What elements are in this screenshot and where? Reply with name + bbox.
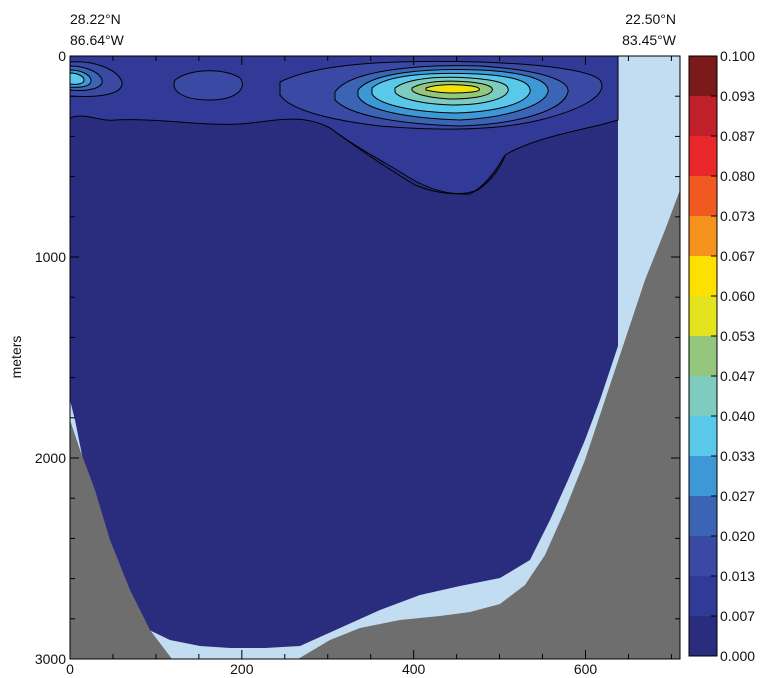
right-endpoint-lat: 22.50°N (625, 11, 676, 27)
colorbar-label: 0.100 (720, 48, 755, 64)
colorbar-label: 0.000 (720, 648, 755, 664)
y-tick-label: 0 (58, 48, 66, 64)
left-endpoint-lat: 28.22°N (70, 11, 121, 27)
left-endpoint-lon: 86.64°W (70, 32, 125, 48)
contour-band-0.033-edge (70, 72, 85, 85)
colorbar-label: 0.040 (720, 408, 755, 424)
colorbar-label: 0.007 (720, 608, 755, 624)
colorbar-swatch (689, 336, 717, 377)
colorbar-frame (688, 55, 718, 657)
colorbar-swatch (689, 216, 717, 257)
x-axis: 0 200 400 600 (66, 56, 672, 677)
y-tick-label: 3000 (35, 651, 66, 667)
x-tick-label: 0 (66, 661, 74, 677)
contour-band-0.013-left (173, 70, 243, 101)
colorbar-label: 0.053 (720, 328, 755, 344)
x-tick-label: 200 (230, 661, 254, 677)
colorbar-swatch (689, 296, 717, 337)
y-axis-label: meters (8, 336, 24, 379)
colorbar-label: 0.013 (720, 568, 755, 584)
x-tick-label: 400 (402, 661, 426, 677)
colorbar-swatch (689, 416, 717, 457)
section-plot (70, 56, 680, 659)
colorbar-label: 0.093 (720, 88, 755, 104)
colorbar-label: 0.080 (720, 168, 755, 184)
colorbar-swatch (689, 256, 717, 297)
colorbar-label: 0.033 (720, 448, 755, 464)
colorbar-swatch (689, 96, 717, 137)
colorbar-swatch (689, 576, 717, 617)
plot-frame (69, 55, 681, 660)
contour-band-0.060 (436, 86, 470, 91)
right-endpoint-lon: 83.45°W (622, 32, 677, 48)
colorbar-swatch (689, 136, 717, 177)
y-tick-label: 1000 (35, 249, 66, 265)
y-axis: 0 1000 2000 3000 (35, 48, 680, 667)
colorbar-swatch (689, 496, 717, 537)
x-tick-label: 600 (574, 661, 598, 677)
colorbar: 0.100 0.093 0.087 0.080 0.073 0.067 0.060 0.053… (688, 48, 755, 664)
colorbar-label: 0.073 (720, 208, 755, 224)
colorbar-label: 0.087 (720, 128, 755, 144)
colorbar-label: 0.067 (720, 248, 755, 264)
colorbar-swatch (689, 376, 717, 417)
colorbar-label: 0.060 (720, 288, 755, 304)
colorbar-swatch (689, 176, 717, 217)
colorbar-swatch (689, 616, 717, 657)
colorbar-swatch (689, 456, 717, 497)
y-tick-label: 2000 (35, 450, 66, 466)
colorbar-swatch (689, 56, 717, 97)
colorbar-label: 0.047 (720, 368, 755, 384)
water-section (70, 56, 618, 648)
colorbar-label: 0.027 (720, 488, 755, 504)
contour-line-deep (329, 127, 506, 195)
bathymetry (70, 190, 680, 659)
colorbar-swatch (689, 536, 717, 577)
colorbar-label: 0.020 (720, 528, 755, 544)
